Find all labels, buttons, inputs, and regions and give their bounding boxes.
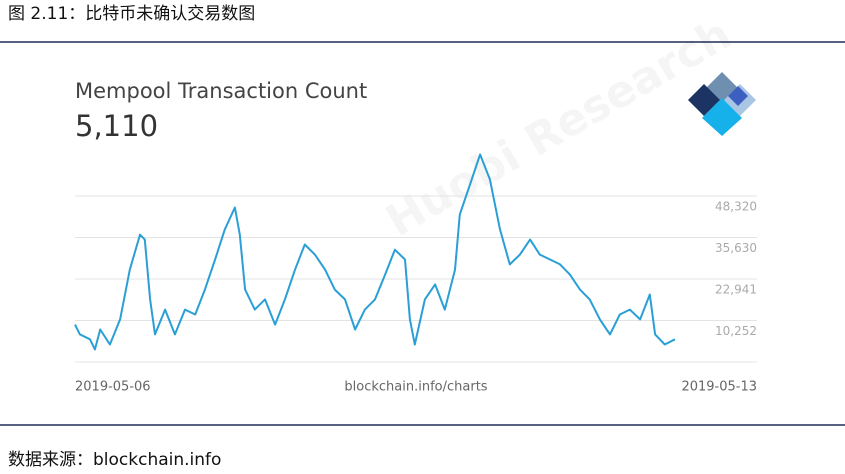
annotation: blockchain.info/charts (344, 380, 487, 395)
watermark: Huobi Research (378, 9, 740, 248)
y-tick-label: 48,320 (715, 200, 757, 214)
figure-title: 图 2.11：比特币未确认交易数图 (8, 4, 255, 24)
source: 数据来源：blockchain.info (8, 450, 221, 470)
y-tick-label: 10,252 (715, 324, 757, 338)
chart-title: Mempool Transaction Count (75, 79, 367, 103)
y-tick-label: 35,630 (715, 241, 757, 255)
logo (688, 72, 756, 136)
x-tick-label: 2019-05-13 (681, 380, 757, 395)
y-tick-label: 22,941 (715, 283, 757, 297)
chart-subtitle: 5,110 (75, 109, 158, 143)
data-line (74, 153, 676, 351)
x-tick-label: 2019-05-06 (75, 380, 151, 395)
